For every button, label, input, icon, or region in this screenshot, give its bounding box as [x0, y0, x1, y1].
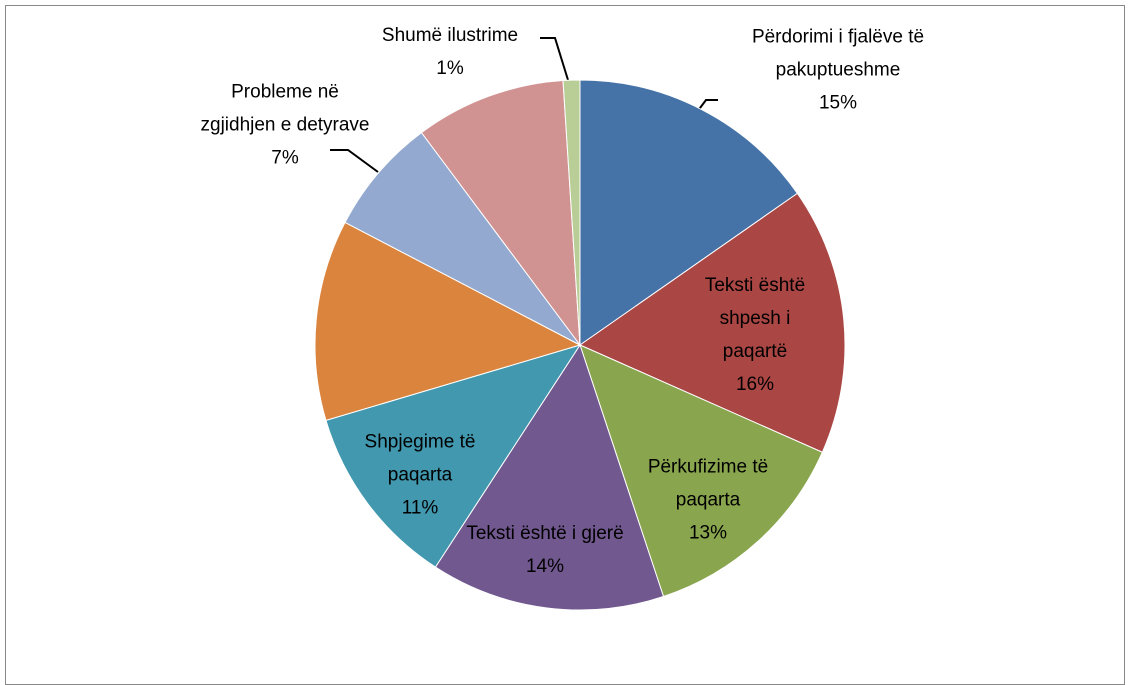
- pie-slice: [420, 80, 581, 347]
- value-label: 16%: [735, 374, 775, 395]
- pie-slice: [562, 79, 581, 346]
- leader-line: [696, 99, 718, 113]
- pie-slice: [579, 79, 799, 346]
- pie-slice: [325, 344, 582, 568]
- category-label: Përkufizime të paqarta: [647, 456, 769, 511]
- leader-line: [540, 37, 569, 81]
- leader-line: [330, 149, 379, 173]
- data-label: Shumë ilustrime 1%: [350, 19, 550, 85]
- value-label: 1%: [436, 58, 464, 79]
- pie-slice: [578, 192, 846, 453]
- category-label: Shumë ilustrime: [381, 25, 519, 46]
- data-label: Probleme në zgjidhjen e detyrave 7%: [200, 76, 370, 175]
- value-label: 7%: [271, 147, 299, 169]
- pie-slice: [314, 221, 582, 422]
- value-label: 15%: [818, 92, 858, 114]
- data-label: Teksti është i gjerë 14%: [465, 517, 625, 583]
- value-label: 11%: [401, 497, 439, 519]
- category-label: Teksti është i gjerë: [466, 523, 624, 544]
- data-label: Teksti është shpesh i paqartë 16%: [685, 269, 825, 401]
- category-label: Shpjegime të paqarta: [364, 431, 476, 486]
- category-label: Përdorimi i fjalëve të pakuptueshme: [751, 26, 925, 81]
- data-label: Shpjegime të paqarta 11%: [345, 426, 495, 525]
- value-label: 14%: [525, 556, 565, 577]
- pie-slice: [434, 343, 665, 611]
- data-label: Përkufizime të paqarta 13%: [623, 451, 793, 550]
- category-label: Probleme në zgjidhjen e detyrave: [200, 81, 370, 136]
- pie-slice: [344, 131, 581, 346]
- data-label: Përdorimi i fjalëve të pakuptueshme 15%: [713, 21, 963, 120]
- pie-slice: [579, 344, 823, 598]
- value-label: 13%: [688, 522, 728, 544]
- category-label: Teksti është shpesh i paqartë: [704, 275, 806, 362]
